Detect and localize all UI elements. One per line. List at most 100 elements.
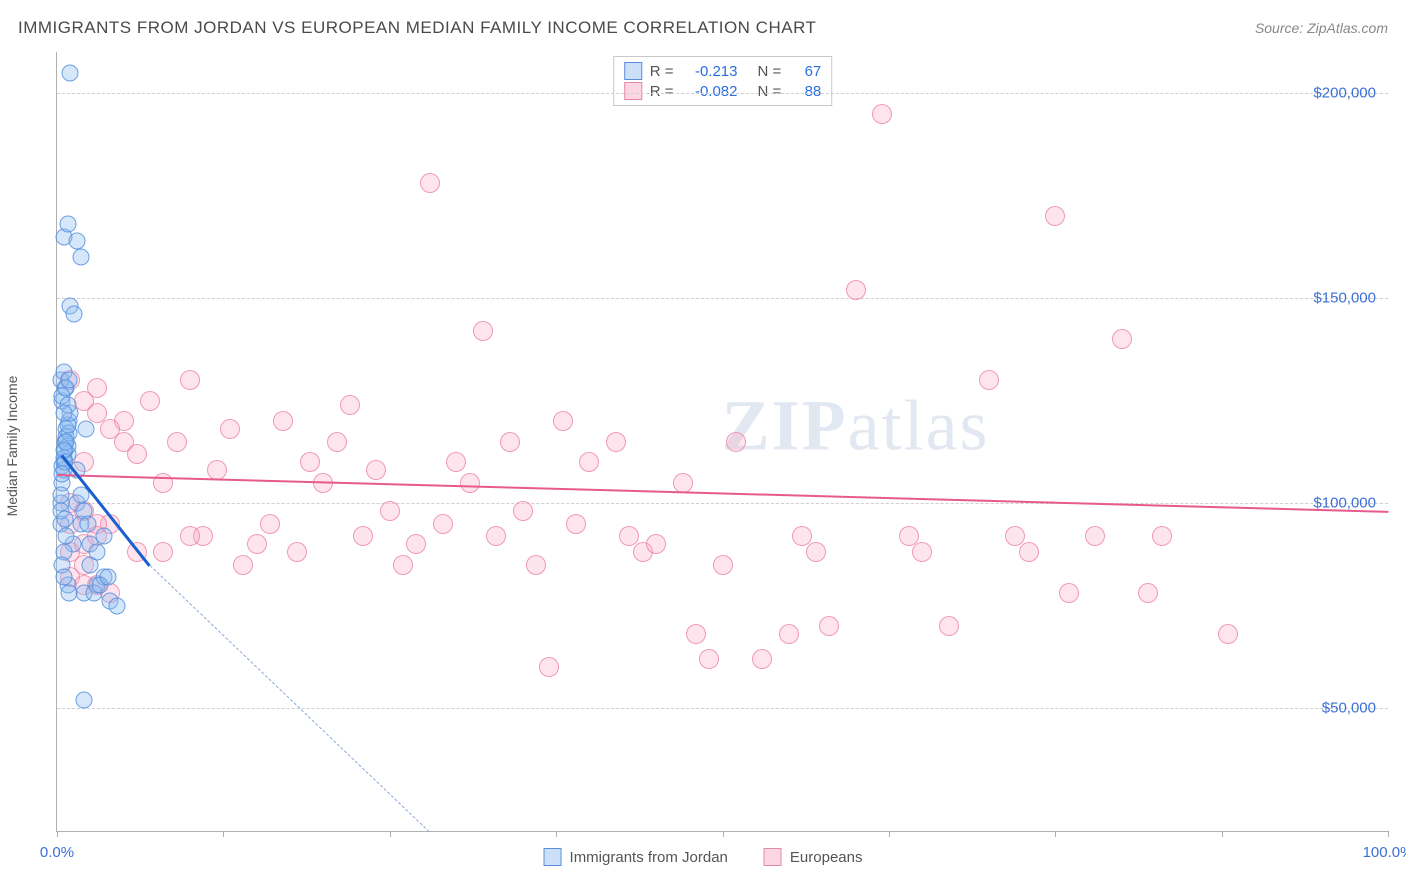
data-point xyxy=(606,432,626,452)
x-tick xyxy=(723,831,724,837)
data-point xyxy=(686,624,706,644)
x-tick-label-right: 100.0% xyxy=(1363,844,1406,861)
trend-line xyxy=(57,474,1388,513)
stats-n-label: N = xyxy=(758,83,782,100)
data-point xyxy=(393,555,413,575)
data-point xyxy=(58,527,75,544)
y-tick-label: $150,000 xyxy=(1313,290,1376,307)
x-tick xyxy=(1055,831,1056,837)
data-point xyxy=(406,534,426,554)
data-point xyxy=(1059,583,1079,603)
data-point xyxy=(713,555,733,575)
swatch-pink-icon xyxy=(764,848,782,866)
stats-box: R = -0.213 N = 67 R = -0.082 N = 88 xyxy=(613,56,833,106)
data-point xyxy=(579,452,599,472)
watermark-suffix: atlas xyxy=(848,385,990,465)
data-point xyxy=(673,473,693,493)
x-tick xyxy=(1388,831,1389,837)
data-point xyxy=(88,544,105,561)
data-point xyxy=(486,526,506,546)
chart-area: ZIPatlas R = -0.213 N = 67 R = -0.082 N … xyxy=(48,52,1388,832)
gridline-h xyxy=(57,503,1388,504)
data-point xyxy=(526,555,546,575)
chart-title: IMMIGRANTS FROM JORDAN VS EUROPEAN MEDIA… xyxy=(18,18,816,38)
data-point xyxy=(912,542,932,562)
data-point xyxy=(60,585,77,602)
x-tick xyxy=(390,831,391,837)
x-tick xyxy=(889,831,890,837)
data-point xyxy=(66,306,83,323)
data-point xyxy=(460,473,480,493)
data-point xyxy=(872,104,892,124)
data-point xyxy=(233,555,253,575)
legend-label-pink: Europeans xyxy=(790,849,863,866)
data-point xyxy=(153,542,173,562)
data-point xyxy=(55,568,72,585)
data-point xyxy=(180,370,200,390)
data-point xyxy=(127,444,147,464)
data-point xyxy=(300,452,320,472)
gridline-h xyxy=(57,708,1388,709)
data-point xyxy=(1138,583,1158,603)
plot-area: ZIPatlas R = -0.213 N = 67 R = -0.082 N … xyxy=(56,52,1388,832)
y-tick-label: $200,000 xyxy=(1313,85,1376,102)
data-point xyxy=(60,372,77,389)
data-point xyxy=(75,691,92,708)
data-point xyxy=(340,395,360,415)
x-tick xyxy=(1222,831,1223,837)
legend-item-blue: Immigrants from Jordan xyxy=(544,848,728,866)
data-point xyxy=(52,486,69,503)
data-point xyxy=(433,514,453,534)
data-point xyxy=(939,616,959,636)
watermark-prefix: ZIP xyxy=(722,385,848,465)
data-point xyxy=(380,501,400,521)
data-point xyxy=(539,657,559,677)
swatch-pink-icon xyxy=(624,82,642,100)
legend-label-blue: Immigrants from Jordan xyxy=(570,849,728,866)
stats-r-pink: -0.082 xyxy=(686,83,738,100)
chart-source: Source: ZipAtlas.com xyxy=(1255,20,1388,36)
data-point xyxy=(553,411,573,431)
data-point xyxy=(979,370,999,390)
stats-n-pink: 88 xyxy=(793,83,821,100)
stats-n-label: N = xyxy=(758,63,782,80)
stats-r-blue: -0.213 xyxy=(686,63,738,80)
data-point xyxy=(273,411,293,431)
trend-line xyxy=(150,565,430,832)
data-point xyxy=(1112,329,1132,349)
data-point xyxy=(1019,542,1039,562)
x-tick-label-left: 0.0% xyxy=(40,844,74,861)
data-point xyxy=(819,616,839,636)
stats-row-blue: R = -0.213 N = 67 xyxy=(624,61,822,81)
data-point xyxy=(1045,206,1065,226)
stats-row-pink: R = -0.082 N = 88 xyxy=(624,81,822,101)
data-point xyxy=(56,511,73,528)
data-point xyxy=(72,249,89,266)
data-point xyxy=(207,460,227,480)
data-point xyxy=(180,526,200,546)
gridline-h xyxy=(57,298,1388,299)
data-point xyxy=(220,419,240,439)
data-point xyxy=(752,649,772,669)
data-point xyxy=(95,527,112,544)
data-point xyxy=(353,526,373,546)
data-point xyxy=(806,542,826,562)
data-point xyxy=(79,515,96,532)
data-point xyxy=(699,649,719,669)
data-point xyxy=(500,432,520,452)
data-point xyxy=(167,432,187,452)
data-point xyxy=(366,460,386,480)
stats-n-blue: 67 xyxy=(793,63,821,80)
data-point xyxy=(446,452,466,472)
data-point xyxy=(726,432,746,452)
data-point xyxy=(513,501,533,521)
legend-item-pink: Europeans xyxy=(764,848,863,866)
data-point xyxy=(247,534,267,554)
data-point xyxy=(287,542,307,562)
data-point xyxy=(153,473,173,493)
data-point xyxy=(779,624,799,644)
data-point xyxy=(846,280,866,300)
data-point xyxy=(473,321,493,341)
data-point xyxy=(108,597,125,614)
data-point xyxy=(62,64,79,81)
